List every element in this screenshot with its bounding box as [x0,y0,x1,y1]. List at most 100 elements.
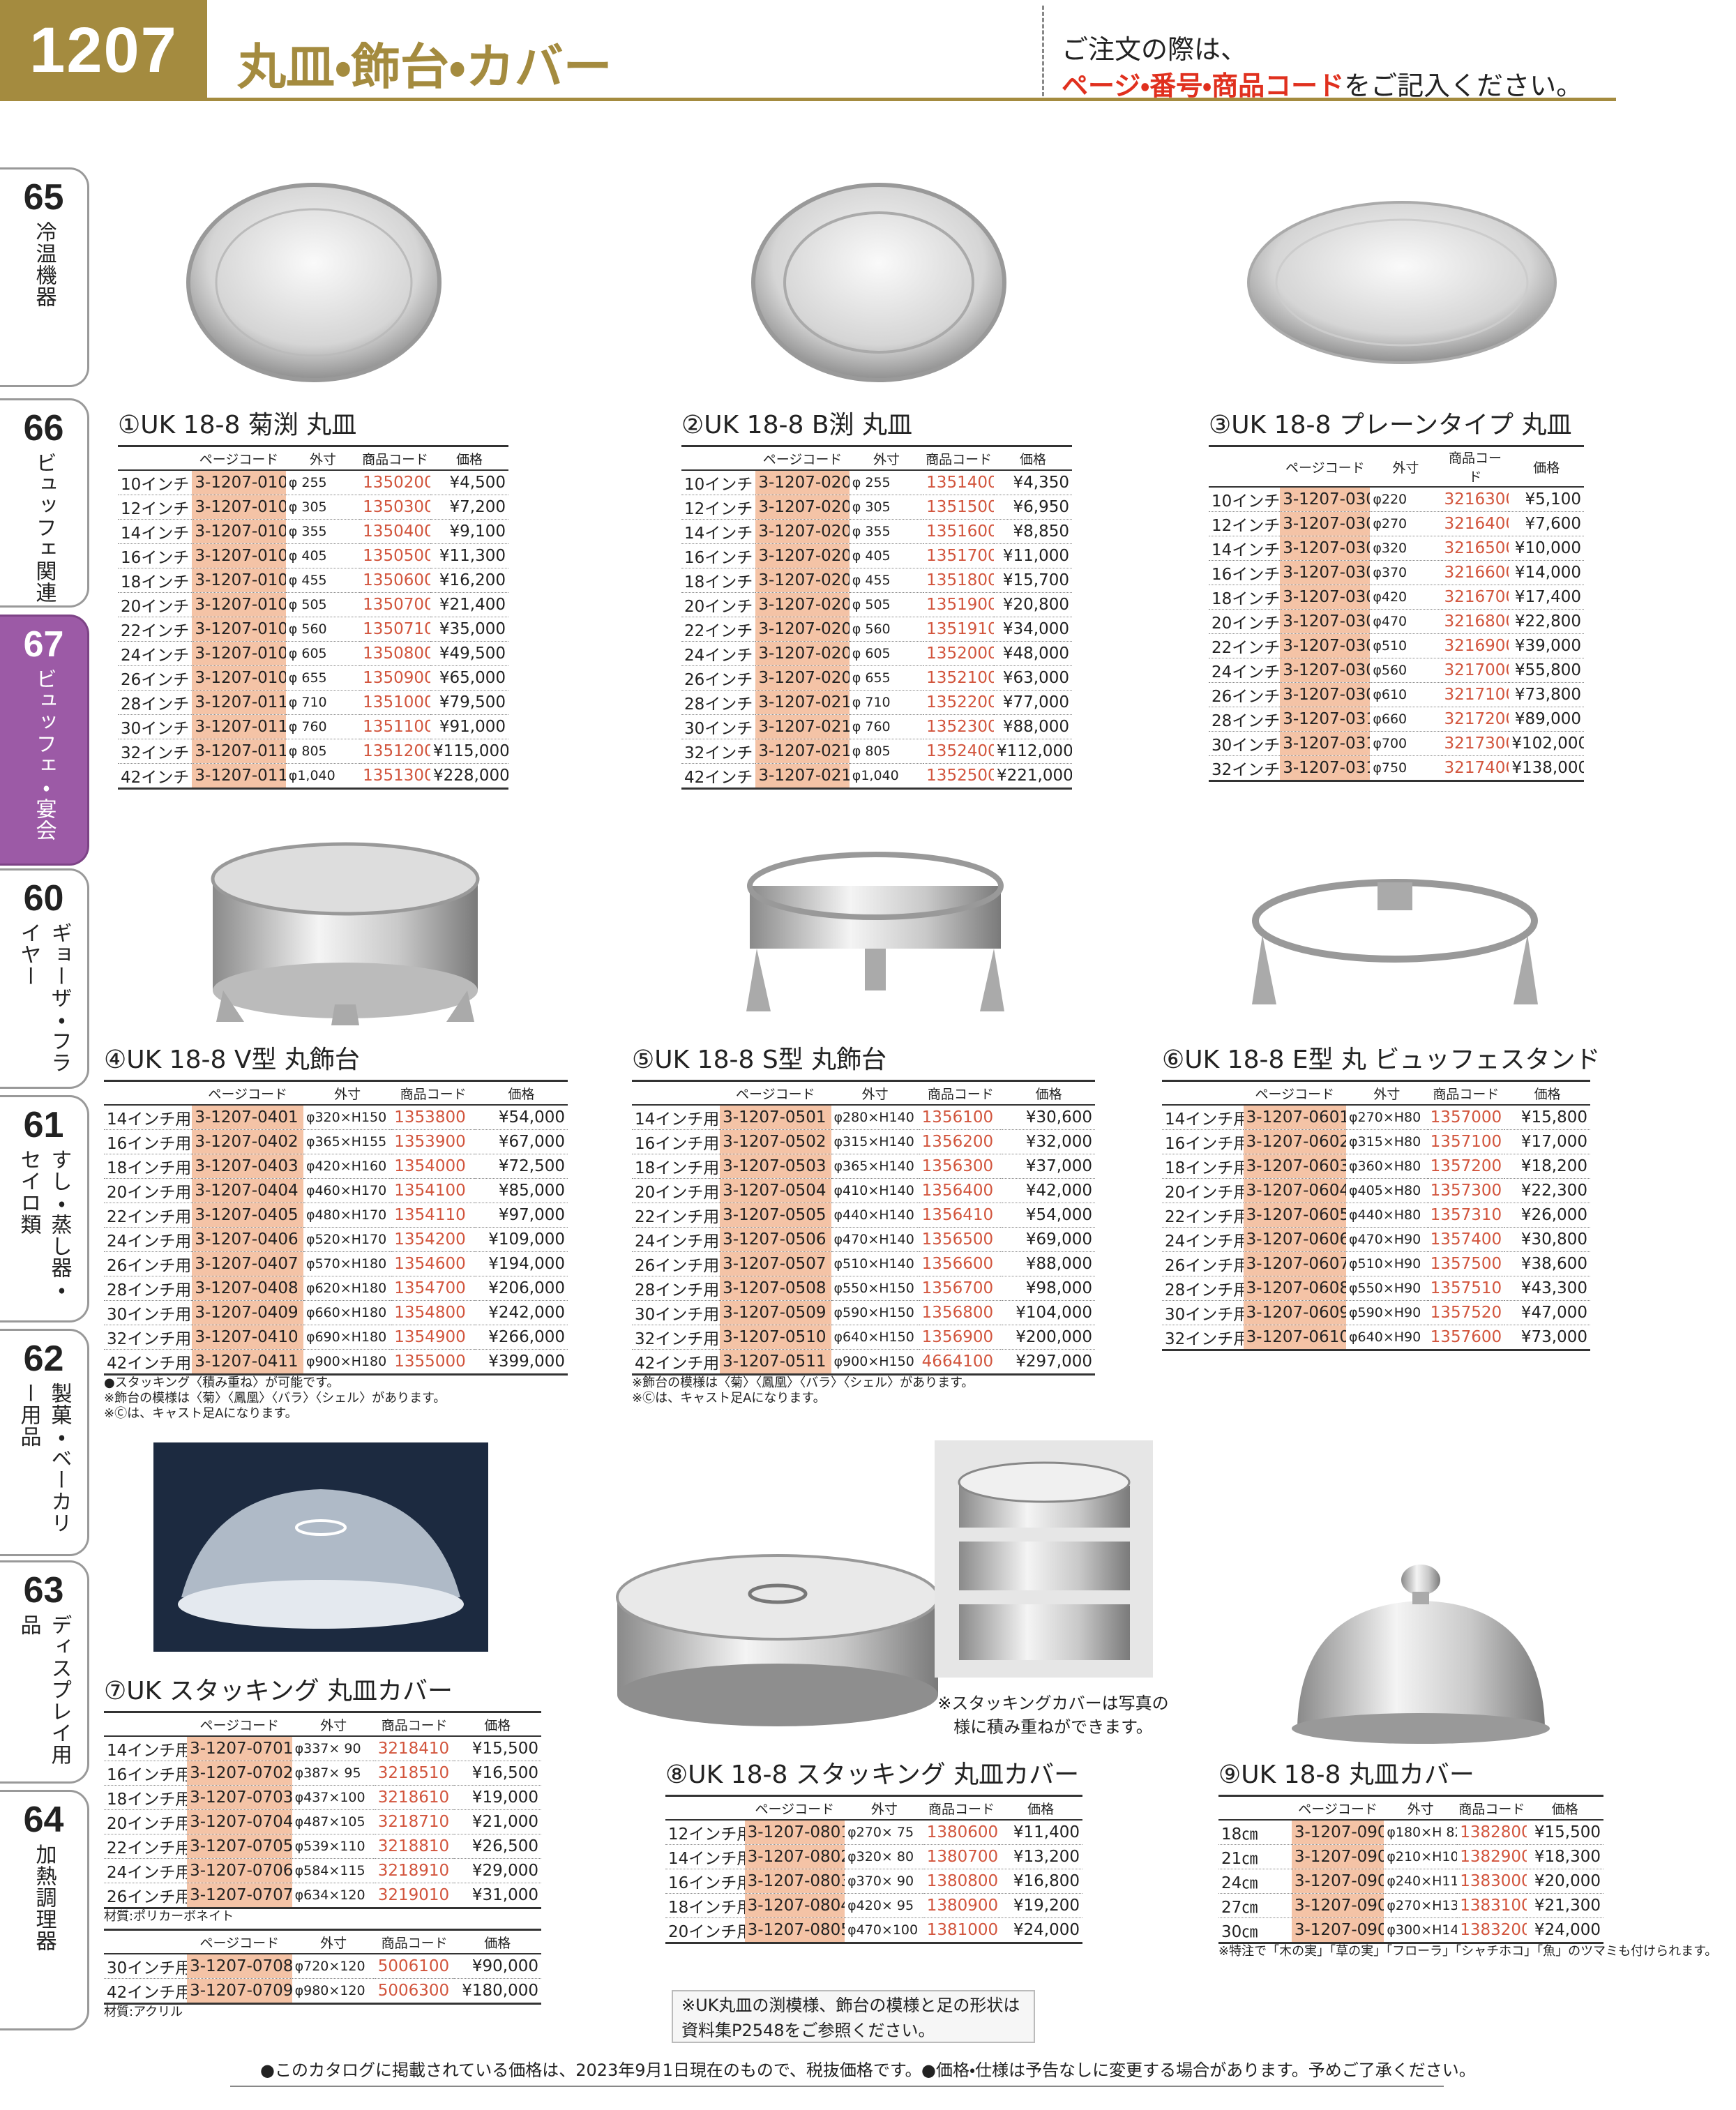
cell: φ370 [1370,560,1442,585]
cell: φ640×H150 [831,1325,919,1350]
cell: ¥90,000 [453,1954,541,1979]
cell: φ 355 [849,519,924,544]
cell: ¥16,200 [430,568,508,593]
price-row: 14インチ用 3-1207-0501 φ280×H140 1356100 ¥30,600 [632,1105,1095,1130]
tab-number: 62 [23,1339,64,1379]
cell: 24インチ用 [104,1227,193,1252]
cell: φ 560 [849,617,924,642]
cell: 28インチ用 [1162,1276,1244,1301]
cell: φ 655 [285,665,361,691]
tab-label: ギョーザ・フライヤー [16,922,72,1073]
tab-number: 65 [23,177,64,218]
cell: ¥85,000 [474,1178,568,1203]
cell: φ 655 [849,665,924,691]
price-row: 22インチ用 3-1207-0705 φ539×110 3218810 ¥26,500 [104,1834,541,1859]
tab-number: 63 [23,1570,64,1611]
price-row: 32インチ用Ⓒ3-1207-0510φ640×H1501356900¥200,0… [632,1325,1095,1350]
cell: φ420× 95 [845,1893,924,1918]
header-cell: ページコード [187,1929,292,1954]
cell: 3218810 [375,1834,454,1859]
cell: 4664100 [919,1349,1003,1376]
cell: φ510 [1370,633,1442,658]
cell: ¥69,000 [1002,1227,1095,1252]
cell: 3-1207-0212 [755,739,850,764]
cell: 3-1207-0508 [720,1276,831,1301]
cell: 1350300 [360,495,430,520]
cell: ¥10,000 [1509,536,1584,561]
cell: 3-1207-0610 [1243,1325,1347,1351]
cell: 3217400 [1441,755,1509,782]
cell: 3-1207-0511 [720,1349,831,1376]
price-row: 16インチ用 3-1207-0602 φ315×H80 1357100 ¥17,000 [1162,1129,1590,1154]
tab-number: 66 [23,408,64,449]
cell: 3-1207-0112 [192,739,286,764]
cell: 3-1207-0803 [744,1869,845,1894]
stand-image [211,842,480,1025]
header-cell [1162,1080,1244,1106]
cell: ¥22,800 [1509,609,1584,634]
cell: φ270× 75 [845,1820,924,1845]
cell: 1351910 [923,617,994,642]
cell: ¥22,300 [1504,1178,1590,1203]
cell: 1383000 [1457,1869,1527,1894]
cell: 28インチ [681,690,756,715]
cell: φ280×H140 [831,1105,919,1130]
header-cell: 価格 [1509,445,1584,488]
cell: 3-1207-0408 [192,1276,303,1301]
header-cell: 商品コード [1457,1795,1527,1821]
cell: 1354100 [391,1178,475,1203]
cell: 1351600 [923,519,994,544]
cell: ¥5,100 [1509,487,1584,512]
cell: ¥29,000 [453,1858,541,1883]
cell: 3218510 [375,1761,454,1786]
header-row: ページコード 外寸 商品コード 価格 [665,1795,1082,1821]
price-row: 28インチ用 3-1207-0508 φ550×H150 1356700 ¥98,000 [632,1276,1095,1301]
price-table-block: ページコード 外寸 商品コード 価格 12インチ用 3-1207-0801 φ270× 75… [665,1795,1082,1944]
cell: 32インチ用 [1162,1325,1244,1351]
cell: 1382900 [1457,1844,1527,1869]
cell: 3-1207-0905 [1291,1917,1384,1944]
header-cell: 外寸 [303,1080,392,1106]
cell: 3-1207-0504 [720,1178,831,1203]
price-row: 26インチ用 3-1207-0707 φ634×120 3219010 ¥31,000 [104,1883,541,1909]
cell: 3-1207-0608 [1243,1276,1347,1301]
cell: 3-1207-0706 [187,1858,292,1883]
cell: 3-1207-0208 [755,641,850,666]
cell: 14インチ用 [665,1844,745,1869]
cell: 42インチ用 [104,1978,188,2005]
header-row: ページコード 外寸 商品コード 価格 [118,445,508,471]
header-cell: 価格 [993,445,1072,471]
sidebar-tab: 61 すし・蒸し器・セイロ類 [0,1095,89,1322]
cell: ¥9,100 [430,519,508,544]
cell: φ570×H180 [303,1251,392,1276]
cell: 24インチ用 [104,1858,188,1883]
cell: φ 305 [285,495,361,520]
cell: 1351200 [360,739,430,764]
header-cell: 外寸 [1370,445,1442,488]
cell: ¥17,400 [1509,585,1584,610]
product-title: ⑥UK 18-8 E型 丸 ビュッフェスタンド [1162,1046,1601,1074]
price-row: 20インチ用 3-1207-0504 φ410×H140 1356400 ¥42,000 [632,1178,1095,1203]
price-row: 30インチ用Ⓒ3-1207-0509φ590×H1501356800¥104,0… [632,1300,1095,1325]
cell: 20インチ用 [1162,1178,1244,1203]
cell: φ539×110 [292,1834,375,1859]
cell: φ337× 90 [292,1736,375,1761]
cell: 3-1207-0302 [1280,511,1371,536]
cell: 30インチ [1209,731,1281,756]
cell: 3-1207-0804 [744,1893,845,1918]
cell: 3-1207-0105 [192,568,286,593]
cell: 3-1207-0705 [187,1834,292,1859]
cell: 24インチ [681,641,756,666]
product-title: ①UK 18-8 菊渕 丸皿 [118,411,357,439]
cell: 3-1207-0509 [720,1300,831,1325]
cell: ¥24,000 [999,1917,1082,1944]
price-row: 26インチ用Ⓒ3-1207-0407φ570×H1801354600¥194,0… [104,1251,568,1276]
cell: 3-1207-0605 [1243,1203,1347,1228]
cell: ¥11,000 [993,543,1072,568]
